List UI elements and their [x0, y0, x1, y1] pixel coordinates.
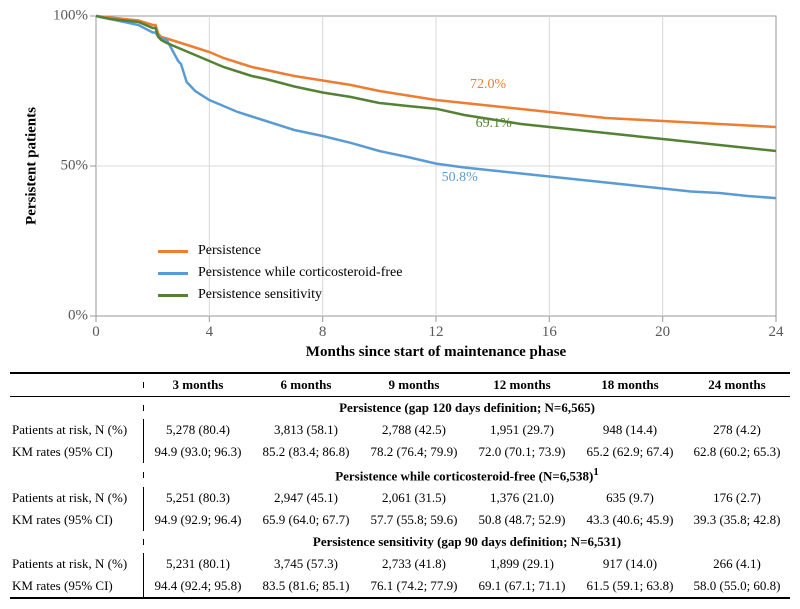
cell: 83.5 (81.6; 85.1)	[252, 575, 360, 597]
series-annotation: 50.8%	[442, 170, 478, 186]
cell: 78.2 (76.4; 79.9)	[360, 441, 468, 463]
cell: 2,947 (45.1)	[252, 487, 360, 509]
cell: 43.3 (40.6; 45.9)	[576, 509, 684, 531]
legend-swatch	[158, 250, 188, 253]
cell: 65.2 (62.9; 67.4)	[576, 441, 684, 463]
section-header: Persistence while corticosteroid-free (N…	[10, 463, 790, 487]
cell: 948 (14.4)	[576, 419, 684, 441]
cell: 39.3 (35.8; 42.8)	[684, 509, 790, 531]
section-title: Persistence (gap 120 days definition; N=…	[144, 397, 790, 419]
cell: 69.1 (67.1; 71.1)	[468, 575, 576, 597]
cell: 2,061 (31.5)	[360, 487, 468, 509]
y-tick-label: 50%	[38, 158, 88, 175]
section-title: Persistence sensitivity (gap 90 days def…	[144, 531, 790, 553]
cell: 3,745 (57.3)	[252, 553, 360, 575]
cell: 1,376 (21.0)	[468, 487, 576, 509]
cell: 266 (4.1)	[684, 553, 790, 575]
row-label: KM rates (95% CI)	[10, 441, 144, 463]
legend-item: Persistence sensitivity	[158, 284, 402, 306]
cell: 94.4 (92.4; 95.8)	[144, 575, 252, 597]
cell: 3 months	[144, 374, 252, 396]
cell: 1,951 (29.7)	[468, 419, 576, 441]
chart-svg	[10, 8, 790, 368]
x-tick-label: 8	[319, 324, 327, 341]
section-title: Persistence while corticosteroid-free (N…	[144, 463, 790, 487]
row-label: Patients at risk, N (%)	[10, 487, 144, 509]
cell: 1,899 (29.1)	[468, 553, 576, 575]
cell: 58.0 (55.0; 60.8)	[684, 575, 790, 597]
cell: 9 months	[360, 374, 468, 396]
cell: 2,733 (41.8)	[360, 553, 468, 575]
row-label: KM rates (95% CI)	[10, 575, 144, 597]
km-chart: 0% 50% 100% 0 4 8 12 16 20 24 Persistent patient…	[10, 8, 790, 368]
section-header: Persistence (gap 120 days definition; N=…	[10, 397, 790, 419]
legend: Persistence Persistence while corticoster…	[158, 240, 402, 306]
legend-swatch	[158, 272, 188, 275]
legend-label: Persistence while corticosteroid-free	[198, 265, 402, 281]
y-tick-label: 0%	[38, 308, 88, 325]
row-label: Patients at risk, N (%)	[10, 419, 144, 441]
section-header: Persistence sensitivity (gap 90 days def…	[10, 531, 790, 553]
table-row: KM rates (95% CI)94.9 (92.9; 96.4)65.9 (…	[10, 509, 790, 531]
row-label: KM rates (95% CI)	[10, 509, 144, 531]
cell: 57.7 (55.8; 59.6)	[360, 509, 468, 531]
table-header: 3 months6 months9 months12 months18 mont…	[10, 372, 790, 397]
cell: 72.0 (70.1; 73.9)	[468, 441, 576, 463]
cell: 6 months	[252, 374, 360, 396]
cell: 62.8 (60.2; 65.3)	[684, 441, 790, 463]
data-table: 3 months6 months9 months12 months18 mont…	[10, 372, 790, 599]
cell: 2,788 (42.5)	[360, 419, 468, 441]
cell: 635 (9.7)	[576, 487, 684, 509]
y-tick-label: 100%	[38, 8, 88, 25]
x-axis-title: Months since start of maintenance phase	[306, 344, 566, 361]
cell: 94.9 (93.0; 96.3)	[144, 441, 252, 463]
cell: 61.5 (59.1; 63.8)	[576, 575, 684, 597]
table-row: KM rates (95% CI)94.4 (92.4; 95.8)83.5 (…	[10, 575, 790, 599]
legend-label: Persistence	[198, 243, 261, 259]
row-label: Patients at risk, N (%)	[10, 553, 144, 575]
row-label	[10, 382, 144, 388]
section-spacer	[10, 472, 144, 478]
cell: 50.8 (48.7; 52.9)	[468, 509, 576, 531]
cell: 278 (4.2)	[684, 419, 790, 441]
x-tick-label: 16	[542, 324, 557, 341]
cell: 76.1 (74.2; 77.9)	[360, 575, 468, 597]
cell: 5,278 (80.4)	[144, 419, 252, 441]
cell: 24 months	[684, 374, 790, 396]
legend-label: Persistence sensitivity	[198, 287, 322, 303]
table-row: Patients at risk, N (%)5,278 (80.4)3,813…	[10, 419, 790, 441]
cell: 917 (14.0)	[576, 553, 684, 575]
x-tick-label: 12	[429, 324, 444, 341]
x-tick-label: 4	[206, 324, 214, 341]
cell: 85.2 (83.4; 86.8)	[252, 441, 360, 463]
cell: 94.9 (92.9; 96.4)	[144, 509, 252, 531]
series-annotation: 72.0%	[470, 77, 506, 93]
x-tick-label: 0	[92, 324, 100, 341]
legend-item: Persistence while corticosteroid-free	[158, 262, 402, 284]
cell: 12 months	[468, 374, 576, 396]
cell: 5,251 (80.3)	[144, 487, 252, 509]
x-tick-label: 20	[655, 324, 670, 341]
legend-item: Persistence	[158, 240, 402, 262]
cell: 5,231 (80.1)	[144, 553, 252, 575]
cell: 176 (2.7)	[684, 487, 790, 509]
legend-swatch	[158, 294, 188, 297]
cell: 18 months	[576, 374, 684, 396]
x-tick-label: 24	[769, 324, 784, 341]
series-annotation: 69.1%	[476, 116, 512, 132]
cell: 65.9 (64.0; 67.7)	[252, 509, 360, 531]
cell: 3,813 (58.1)	[252, 419, 360, 441]
table-row: Patients at risk, N (%)5,251 (80.3)2,947…	[10, 487, 790, 509]
table-row: Patients at risk, N (%)5,231 (80.1)3,745…	[10, 553, 790, 575]
y-axis-title: Persistent patients	[24, 107, 41, 225]
table-row: KM rates (95% CI)94.9 (93.0; 96.3)85.2 (…	[10, 441, 790, 463]
section-spacer	[10, 405, 144, 411]
section-spacer	[10, 539, 144, 545]
